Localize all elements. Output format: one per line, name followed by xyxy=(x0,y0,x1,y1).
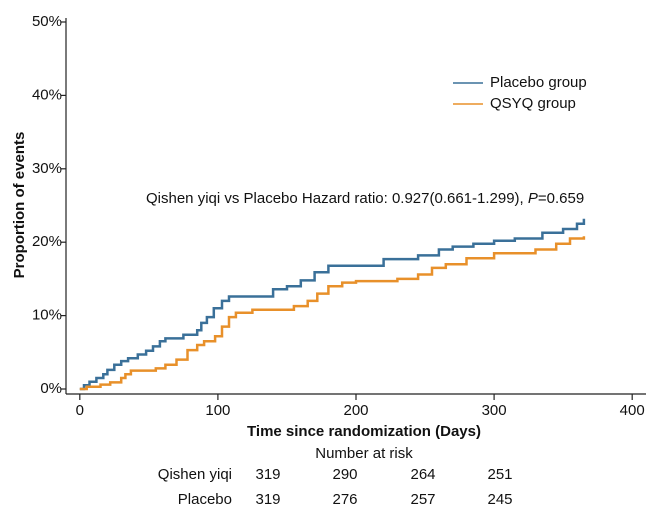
annotation-p: P xyxy=(528,190,538,207)
step-line xyxy=(79,218,586,391)
annotation: Qishen yiqi vs Placebo Hazard ratio: 0.9… xyxy=(146,190,584,207)
y-tick-label: 30% xyxy=(32,160,62,177)
y-tick-label: 10% xyxy=(32,307,62,324)
x-tick-label: 100 xyxy=(205,402,230,419)
legend-label: QSYQ group xyxy=(490,95,576,112)
y-axis-title: Proportion of events xyxy=(11,132,28,279)
x-axis-title: Time since randomization (Days) xyxy=(247,423,481,440)
x-tick-label: 400 xyxy=(620,402,645,419)
step-line xyxy=(79,236,586,391)
risk-value: 276 xyxy=(332,491,357,507)
y-tick-label: 50% xyxy=(32,13,62,30)
risk-value: 264 xyxy=(410,466,435,483)
y-tick-label: 20% xyxy=(32,233,62,250)
risk-value: 251 xyxy=(487,466,512,483)
y-tick-label: 0% xyxy=(40,380,62,397)
risk-row-label: Placebo xyxy=(178,491,232,507)
risk-value: 245 xyxy=(487,491,512,507)
risk-value: 257 xyxy=(410,491,435,507)
legend-label: Placebo group xyxy=(490,74,587,91)
risk-value: 319 xyxy=(255,466,280,483)
x-tick-label: 0 xyxy=(76,402,84,419)
risk-row-label: Qishen yiqi xyxy=(158,466,232,483)
risk-table-title: Number at risk xyxy=(315,445,413,462)
annotation-text: Qishen yiqi vs Placebo Hazard ratio: 0.9… xyxy=(146,190,528,207)
x-tick-label: 200 xyxy=(343,402,368,419)
y-tick-label: 40% xyxy=(32,86,62,103)
annotation-p-value: =0.659 xyxy=(538,190,584,207)
risk-value: 319 xyxy=(255,491,280,507)
x-tick-label: 300 xyxy=(482,402,507,419)
risk-value: 290 xyxy=(332,466,357,483)
